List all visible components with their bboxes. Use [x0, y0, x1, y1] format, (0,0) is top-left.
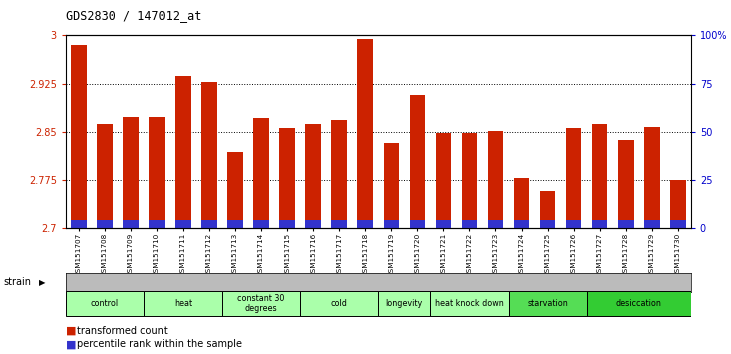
- Bar: [123, 220, 139, 228]
- Bar: [306, 124, 321, 228]
- FancyBboxPatch shape: [586, 291, 691, 316]
- Bar: [539, 220, 556, 228]
- Bar: [97, 124, 113, 228]
- FancyBboxPatch shape: [300, 291, 379, 316]
- Bar: [97, 220, 113, 228]
- Bar: [71, 45, 86, 228]
- Bar: [201, 220, 217, 228]
- Text: ■: ■: [66, 326, 76, 336]
- FancyBboxPatch shape: [509, 291, 586, 316]
- Bar: [618, 139, 634, 228]
- Bar: [384, 143, 399, 228]
- Bar: [488, 220, 503, 228]
- Bar: [462, 133, 477, 228]
- FancyBboxPatch shape: [66, 291, 144, 316]
- Text: control: control: [91, 299, 119, 308]
- Text: GDS2830 / 147012_at: GDS2830 / 147012_at: [66, 9, 201, 22]
- FancyBboxPatch shape: [222, 291, 300, 316]
- FancyBboxPatch shape: [144, 291, 222, 316]
- Text: ▶: ▶: [39, 278, 45, 287]
- Bar: [436, 220, 451, 228]
- Bar: [566, 220, 581, 228]
- Bar: [670, 220, 686, 228]
- FancyBboxPatch shape: [431, 291, 509, 316]
- Bar: [384, 220, 399, 228]
- Bar: [539, 191, 556, 228]
- Bar: [670, 180, 686, 228]
- Bar: [306, 220, 321, 228]
- Bar: [488, 131, 503, 228]
- Bar: [201, 82, 217, 228]
- Text: transformed count: transformed count: [77, 326, 167, 336]
- Bar: [618, 220, 634, 228]
- Text: desiccation: desiccation: [616, 299, 662, 308]
- Text: ■: ■: [66, 339, 76, 349]
- Bar: [227, 220, 243, 228]
- Text: starvation: starvation: [527, 299, 568, 308]
- Text: heat knock down: heat knock down: [435, 299, 504, 308]
- Bar: [409, 95, 425, 228]
- Bar: [175, 220, 191, 228]
- Bar: [644, 220, 659, 228]
- Bar: [279, 220, 295, 228]
- Text: percentile rank within the sample: percentile rank within the sample: [77, 339, 242, 349]
- Bar: [149, 220, 164, 228]
- Bar: [566, 128, 581, 228]
- Bar: [409, 220, 425, 228]
- Bar: [331, 120, 347, 228]
- Bar: [123, 117, 139, 228]
- Bar: [331, 220, 347, 228]
- Bar: [592, 124, 607, 228]
- Bar: [514, 178, 529, 228]
- Bar: [149, 117, 164, 228]
- Bar: [279, 128, 295, 228]
- Bar: [71, 220, 86, 228]
- Text: strain: strain: [4, 278, 31, 287]
- Text: heat: heat: [174, 299, 192, 308]
- Bar: [462, 220, 477, 228]
- Bar: [592, 220, 607, 228]
- Text: cold: cold: [331, 299, 348, 308]
- FancyBboxPatch shape: [379, 291, 431, 316]
- Bar: [357, 39, 373, 228]
- Bar: [644, 127, 659, 228]
- Bar: [436, 133, 451, 228]
- Bar: [357, 220, 373, 228]
- Bar: [514, 220, 529, 228]
- Bar: [253, 118, 269, 228]
- Text: longevity: longevity: [386, 299, 423, 308]
- Bar: [175, 76, 191, 228]
- Bar: [227, 153, 243, 228]
- Text: constant 30
degrees: constant 30 degrees: [238, 294, 285, 313]
- Bar: [253, 220, 269, 228]
